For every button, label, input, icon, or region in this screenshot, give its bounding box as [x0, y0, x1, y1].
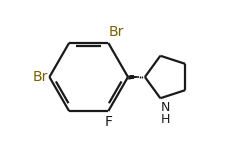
Text: Br: Br — [32, 70, 48, 84]
Text: Br: Br — [109, 25, 125, 39]
Text: F: F — [105, 115, 113, 129]
Text: N
H: N H — [161, 101, 170, 126]
